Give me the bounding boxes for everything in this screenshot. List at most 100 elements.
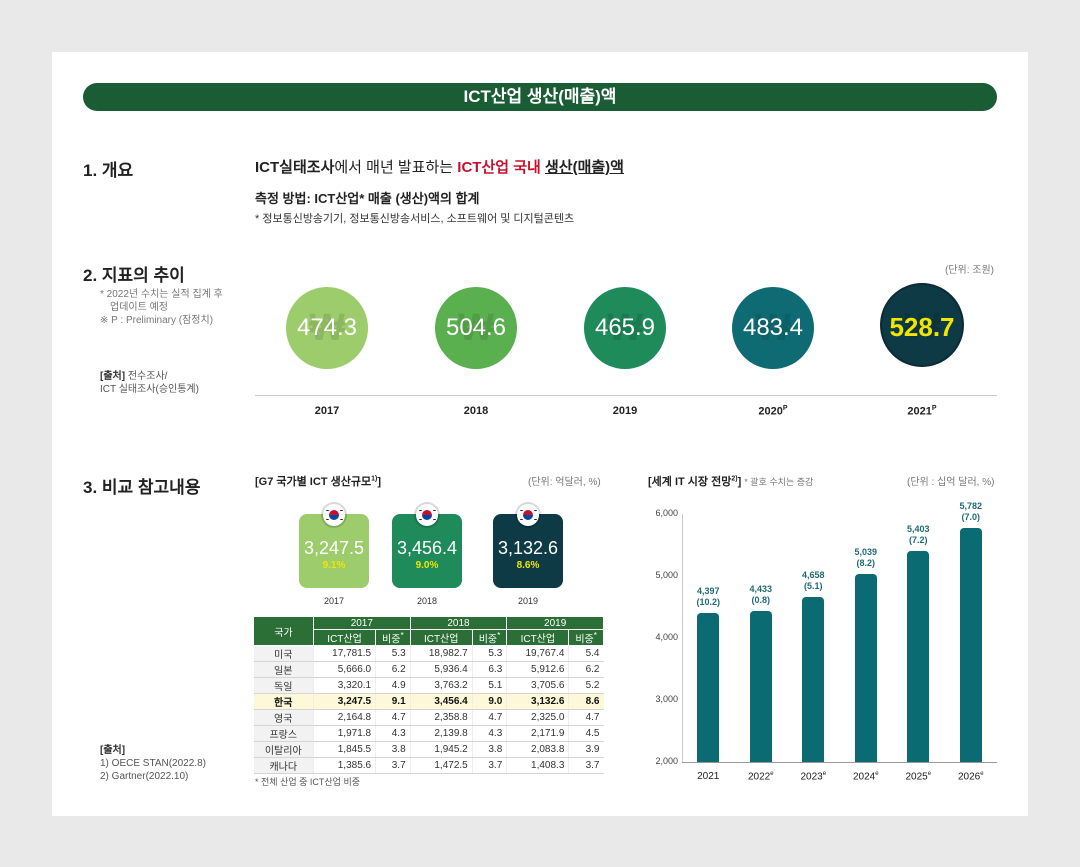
- col-share: 비중*: [568, 628, 604, 647]
- x-tick-year: 2022: [747, 771, 771, 783]
- share-cell: 5.2: [568, 677, 604, 695]
- share-cell: 4.7: [471, 709, 507, 727]
- share-cell: 3.7: [375, 757, 411, 775]
- ict-cell: 1,971.8: [312, 725, 376, 743]
- ict-cell: 1,945.2: [409, 741, 473, 759]
- measurement-method: 측정 방법: ICT산업* 매출 (생산)액의 합계: [255, 191, 480, 206]
- table-row: 프랑스 1,971.8 4.3 2,139.8 4.3 2,171.9 4.5: [253, 725, 604, 743]
- trend-year-mark: P: [931, 405, 937, 412]
- ict-cell: 2,358.8: [409, 709, 473, 727]
- trend-value-2017: 474.3: [296, 314, 358, 341]
- x-tick-year: 2023: [800, 771, 823, 783]
- table-row: 이탈리아 1,845.5 3.8 1,945.2 3.8 2,083.8 3.9: [253, 741, 604, 759]
- korea-year-2017: 2017: [323, 596, 345, 606]
- table-row: 독일 3,320.1 4.9 3,763.2 5.1 3,705.6 5.2: [253, 677, 604, 695]
- korea-value-2017: 3,247.5: [303, 538, 365, 558]
- col-year-2017: 2017: [313, 616, 411, 630]
- flag-blue: [329, 515, 339, 520]
- ict-cell: 5,666.0: [312, 661, 376, 679]
- desc-text: 에서 매년 발표하는: [334, 159, 458, 176]
- ict-cell: 2,325.0: [506, 709, 569, 727]
- trend-value-2020: 483.4: [742, 314, 804, 341]
- it-bar-2022: [749, 611, 772, 762]
- ict-cell: 2,171.9: [506, 725, 569, 743]
- trend-circle-2018: ₩504.6: [435, 287, 517, 369]
- korea-share-2017: 9.1%: [322, 560, 346, 571]
- trend-value-2019: 465.9: [594, 314, 656, 341]
- y-tick-label: 4,000: [655, 632, 678, 642]
- share-cell: 5.1: [471, 677, 507, 695]
- ict-cell: 5,912.6: [506, 661, 569, 679]
- it-title-text: [세계 IT 시장 전망: [648, 476, 732, 488]
- y-tick-label: 3,000: [655, 694, 678, 704]
- share-cell: 5.3: [471, 645, 507, 663]
- korea-value-2018: 3,456.4: [396, 538, 458, 558]
- flag-trigram: [534, 510, 537, 511]
- it-bar-label-2026: 5,782 (7.0): [946, 501, 996, 523]
- source-label: [출처]: [100, 371, 126, 382]
- col-year-2018: 2018: [409, 616, 508, 630]
- it-bar-label-2025: 5,403 (7.2): [893, 524, 943, 546]
- flag-trigram: [433, 519, 436, 520]
- g7-title-sup: 1): [371, 475, 378, 483]
- x-axis-line: [682, 762, 997, 763]
- trend-divider: [255, 395, 997, 396]
- it-market-title: [세계 IT 시장 전망2)] * 괄호 수치는 증감: [648, 473, 813, 489]
- korea-year-2018: 2018: [416, 596, 438, 606]
- col-share-text: 비중: [575, 634, 594, 646]
- g7-title: [G7 국가별 ICT 생산규모1)]: [255, 473, 381, 489]
- col-share: 비중*: [471, 628, 508, 647]
- country-cell: 영국: [253, 709, 314, 727]
- table-row: 미국 17,781.5 5.3 18,982.7 5.3 19,767.4 5.4: [253, 645, 604, 663]
- korea-box-2019: 3,132.6 8.6%: [493, 514, 563, 588]
- it-change-2021: (10.2): [696, 597, 720, 608]
- share-cell: 6.2: [375, 661, 411, 679]
- x-tick-2025: 2025e: [898, 771, 938, 782]
- trend-year-2018: 2018: [435, 405, 517, 417]
- note-line3: ※ P : Preliminary (잠정치): [100, 315, 214, 326]
- it-bar-label-2024: 5,039 (8.2): [841, 547, 891, 569]
- infographic-card: ICT산업 생산(매출)액 1. 개요 ICT실태조사에서 매년 발표하는 IC…: [52, 52, 1028, 816]
- flag-trigram: [340, 510, 343, 511]
- korea-share-2018: 9.0%: [415, 560, 439, 571]
- it-bar-2021: [697, 613, 720, 762]
- korea-flag-icon: [416, 504, 438, 526]
- korea-flag-icon: [323, 504, 345, 526]
- col-country: 국가: [253, 615, 314, 647]
- flag-trigram: [534, 519, 537, 520]
- share-cell: 4.5: [568, 725, 604, 743]
- trend-circle-2020: ₩483.4: [732, 287, 814, 369]
- g7-table: 국가 2017 2018 2019 ICT산업 비중* ICT산업 비중* IC…: [253, 615, 604, 775]
- it-bar-label-2023: 4,658 (5.1): [788, 570, 838, 592]
- trend-circle-2021: ₩528.7: [880, 283, 964, 367]
- country-cell: 이탈리아: [253, 741, 314, 759]
- source3-label: [출처]: [100, 745, 126, 756]
- watermark-icon: ₩: [607, 307, 643, 349]
- share-cell: 4.7: [375, 709, 411, 727]
- ict-cell: 3,247.5: [312, 693, 376, 711]
- it-bar-2024: [854, 573, 877, 762]
- it-title-end: ]: [737, 476, 742, 488]
- desc-underline: 생산(매출)액: [544, 159, 624, 176]
- it-change-2022: (0.8): [751, 595, 770, 606]
- flag-trigram: [520, 510, 523, 511]
- it-title-sup: 2): [731, 475, 738, 483]
- section1-heading: 1. 개요: [83, 161, 134, 180]
- ict-cell: 19,767.4: [506, 645, 569, 663]
- it-change-2025: (7.2): [908, 535, 928, 545]
- note-line2: 업데이트 예정: [110, 302, 168, 313]
- share-cell: 3.8: [471, 741, 507, 759]
- it-value-2023: 4,658: [801, 570, 825, 581]
- col-ict: ICT산업: [312, 628, 377, 647]
- ict-cell: 3,132.6: [506, 693, 569, 711]
- trend-year-2019: 2019: [584, 405, 666, 417]
- flag-red: [422, 510, 432, 515]
- it-bar-2025: [907, 551, 930, 762]
- x-tick-year: 2025: [905, 771, 928, 783]
- share-cell: 9.0: [471, 693, 507, 711]
- table-row: 한국 3,247.5 9.1 3,456.4 9.0 3,132.6 8.6: [253, 693, 604, 711]
- it-bar-label-2021: 4,397 (10.2): [683, 586, 733, 608]
- col-year-2019: 2019: [506, 616, 604, 630]
- col-share-text: 비중: [478, 634, 498, 646]
- x-tick-year: 2024: [852, 771, 876, 783]
